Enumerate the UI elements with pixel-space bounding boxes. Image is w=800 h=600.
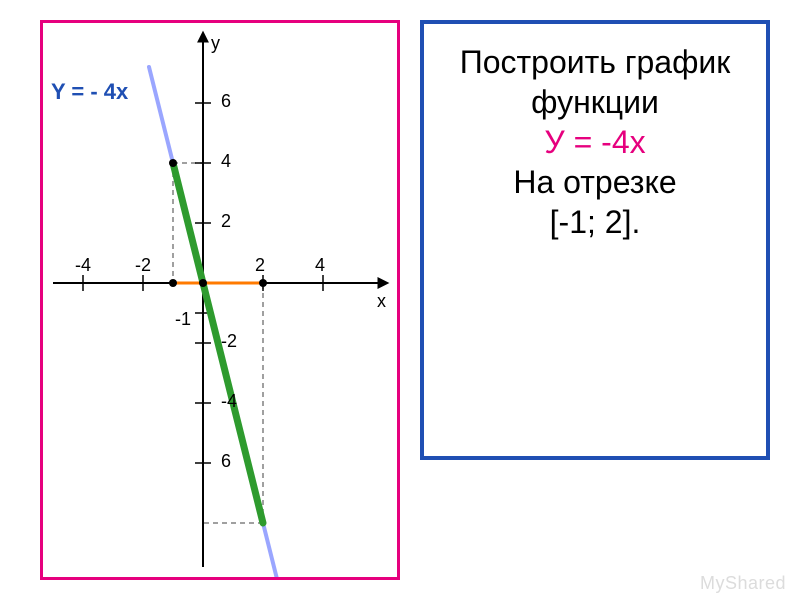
xtick--4: -4: [75, 255, 91, 276]
ytick-2: 2: [221, 211, 231, 232]
ytick-6: 6: [221, 91, 231, 112]
chart-inner: Y = - 4x y x -4 -2 2 4 6 4 2 -1 -2 -4 6: [43, 23, 397, 577]
ytick--1: -1: [175, 309, 191, 330]
xtick--2: -2: [135, 255, 151, 276]
task-line-4: На отрезке: [440, 162, 750, 202]
task-line-1: Построить график функции: [440, 42, 750, 122]
axis-label-x: x: [377, 291, 386, 312]
chart-svg: [43, 23, 397, 577]
ytick-4: 4: [221, 151, 231, 172]
chart-panel: Y = - 4x y x -4 -2 2 4 6 4 2 -1 -2 -4 6: [40, 20, 400, 580]
ytick--4: -4: [221, 391, 237, 412]
ytick--2: -2: [221, 331, 237, 352]
function-label: Y = - 4x: [51, 79, 128, 105]
watermark: MyShared: [700, 573, 786, 594]
xtick-4: 4: [315, 255, 325, 276]
task-text-panel: Построить график функции У = -4х На отре…: [420, 20, 770, 460]
task-line-5: [-1; 2].: [440, 202, 750, 242]
ytick--6: 6: [221, 451, 231, 472]
xtick-2: 2: [255, 255, 265, 276]
axis-label-y: y: [211, 33, 220, 54]
task-line-2: У = -4х: [440, 122, 750, 162]
slide: Y = - 4x y x -4 -2 2 4 6 4 2 -1 -2 -4 6 Построить гр…: [0, 0, 800, 600]
